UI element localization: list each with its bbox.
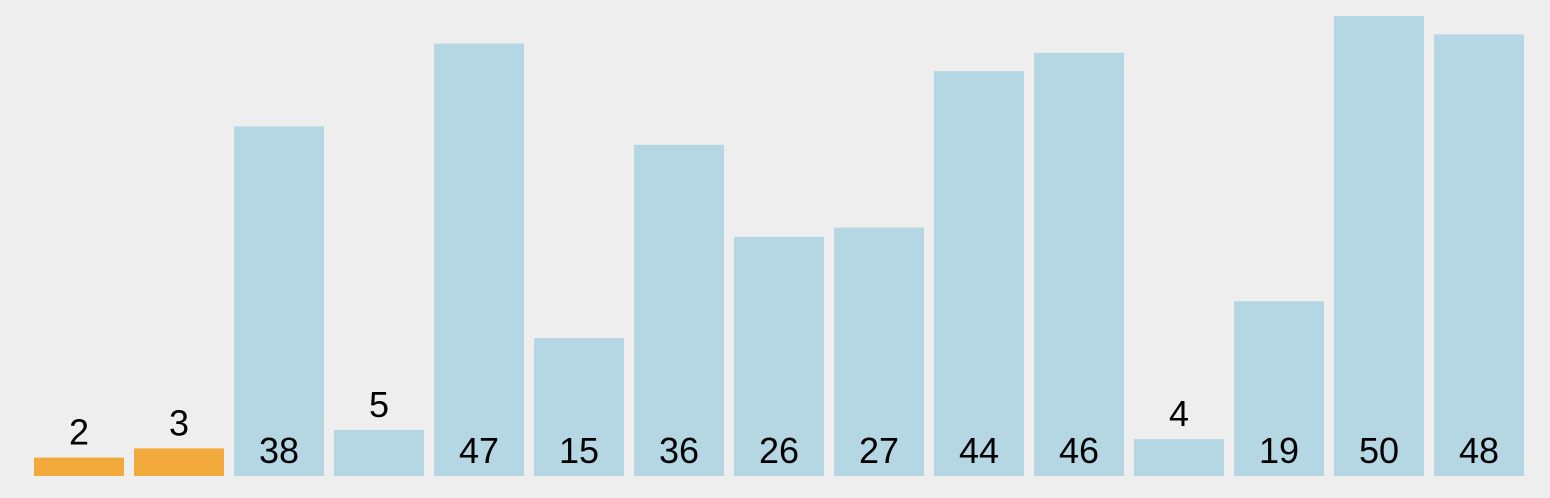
bar-5 xyxy=(434,43,524,476)
bars xyxy=(34,16,1524,477)
bar-value-label-11: 46 xyxy=(1059,430,1099,471)
bar-value-label-12: 4 xyxy=(1169,393,1189,434)
bar-10 xyxy=(934,71,1024,476)
bar-3 xyxy=(234,126,324,477)
bar-value-label-1: 2 xyxy=(69,412,89,453)
bar-4 xyxy=(334,430,424,476)
bar-value-label-8: 26 xyxy=(759,430,799,471)
bar-8 xyxy=(734,236,824,476)
bar-value-label-10: 44 xyxy=(959,430,999,471)
bar-value-label-6: 15 xyxy=(559,430,599,471)
bar-7 xyxy=(634,144,724,477)
bar-15 xyxy=(1434,34,1524,477)
bar-value-label-13: 19 xyxy=(1259,430,1299,471)
bar-value-label-3: 38 xyxy=(259,430,299,471)
bar-14 xyxy=(1334,16,1424,476)
bar-value-label-9: 27 xyxy=(859,430,899,471)
bar-6 xyxy=(534,338,624,476)
bar-2 xyxy=(134,448,224,476)
bar-9 xyxy=(834,227,924,476)
bar-value-label-15: 48 xyxy=(1459,430,1499,471)
bar-1 xyxy=(34,457,124,476)
bar-13 xyxy=(1234,301,1324,476)
bar-11 xyxy=(1034,52,1124,477)
bar-value-label-4: 5 xyxy=(369,384,389,425)
bar-value-label-14: 50 xyxy=(1359,430,1399,471)
bar-value-label-7: 36 xyxy=(659,430,699,471)
value-labels: 2 3 38 5 47 15 36 26 27 44 46 4 19 50 48 xyxy=(69,384,1499,471)
bar-12 xyxy=(1134,439,1224,476)
bar-value-label-5: 47 xyxy=(459,430,499,471)
bar-value-label-2: 3 xyxy=(169,402,189,443)
